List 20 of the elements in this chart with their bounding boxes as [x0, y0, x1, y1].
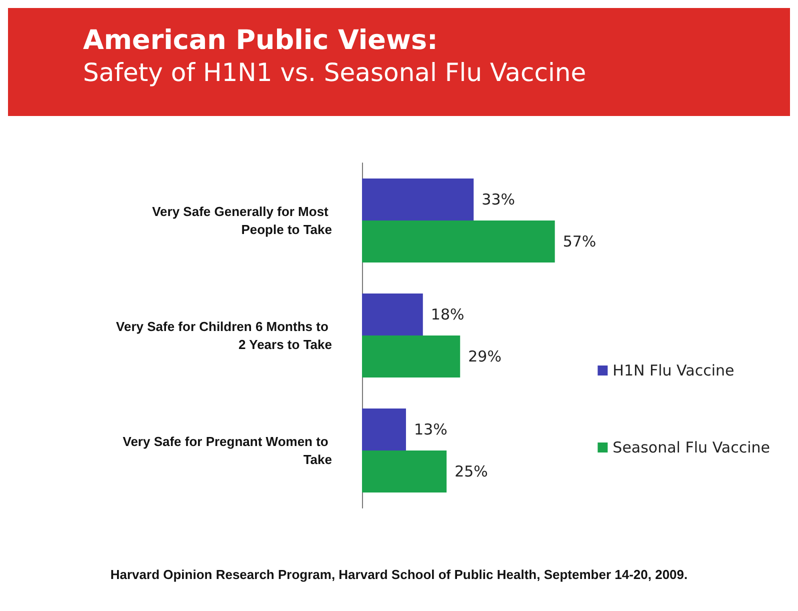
legend-label: Seasonal Flu Vaccine [612, 438, 770, 456]
bar [362, 220, 555, 262]
chart-subtitle: Safety of H1N1 vs. Seasonal Flu Vaccine [83, 58, 586, 87]
data-label: 18% [430, 306, 464, 324]
data-label: 25% [454, 462, 488, 480]
legend-label: H1N Flu Vaccine [612, 362, 734, 380]
bar [362, 178, 474, 220]
y-tick-label: Very Safe for Pregnant Women to Take [122, 434, 332, 467]
data-label: 13% [414, 420, 448, 438]
data-label: 57% [562, 232, 596, 250]
bar [362, 336, 460, 378]
y-tick-label: Very Safe Generally for Most People to Take [152, 204, 332, 237]
data-label: 33% [482, 190, 515, 208]
bar [362, 294, 423, 336]
chart-title: American Public Views: [83, 25, 438, 56]
text: Harvard Opinion Research Program, Harvard School of Public Health, September 14-20, 2009. [110, 567, 688, 582]
y-tick-label: Very Safe for Children 6 Months to 2 Years to Take [116, 319, 332, 352]
bar [362, 408, 406, 450]
bar [362, 450, 447, 492]
data-label: 29% [468, 348, 502, 366]
